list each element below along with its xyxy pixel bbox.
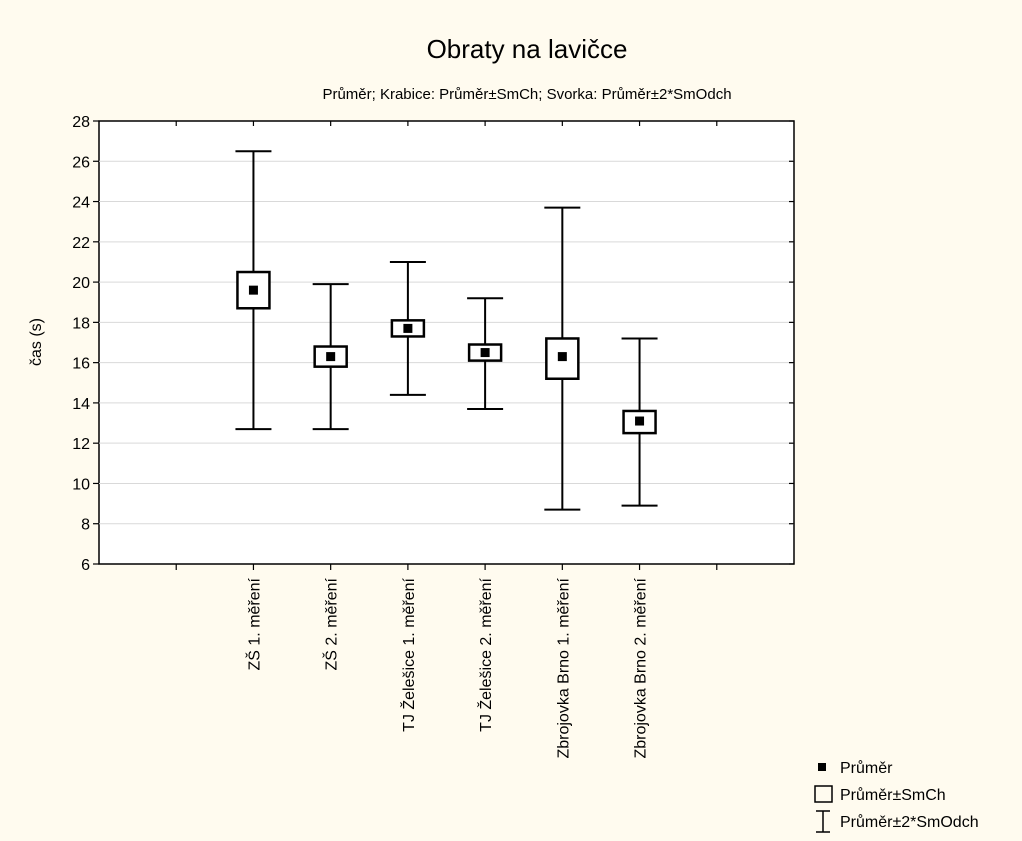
x-category-label: ZŠ 2. měření	[322, 577, 341, 670]
legend-mean-label: Průměr	[840, 759, 893, 777]
y-axis-label: čas (s)	[28, 318, 45, 366]
y-axis: 6 8 10 12 14 16 18 20 22 24 26 28	[72, 114, 794, 574]
x-category-label: TJ Želešice 2. měření	[476, 577, 495, 731]
x-axis: ZŠ 1. měření ZŠ 2. měření TJ Želešice 1. m…	[175, 121, 718, 759]
x-category-label: Zbrojovka Brno 2. měření	[633, 577, 650, 758]
y-tick-label: 22	[72, 235, 90, 252]
y-tick-label: 28	[72, 114, 90, 131]
legend-whisker-label: Průměr±2*SmOdch	[840, 813, 979, 831]
mean-marker	[480, 348, 490, 358]
mean-marker	[403, 323, 413, 333]
y-tick-label: 14	[72, 396, 90, 413]
y-tick-label: 20	[72, 275, 90, 292]
chart-title: Obraty na lavičce	[427, 34, 628, 64]
y-tick-label: 16	[72, 356, 90, 373]
y-tick-label: 8	[81, 517, 90, 534]
legend-box-label: Průměr±SmCh	[840, 786, 946, 804]
legend: Průměr Průměr±SmCh Průměr±2*SmOdch	[814, 759, 979, 833]
y-tick-label: 26	[72, 154, 90, 171]
legend-whisker-marker	[816, 810, 830, 833]
legend-box-marker	[814, 785, 833, 803]
series	[235, 150, 658, 511]
y-tick-label: 6	[81, 557, 90, 574]
y-tick-label: 24	[72, 195, 90, 212]
plot-area	[98, 120, 795, 565]
grid	[99, 160, 794, 525]
y-tick-label: 12	[72, 436, 90, 453]
chart-subtitle: Průměr; Krabice: Průměr±SmCh; Svorka: Pr…	[322, 86, 731, 103]
y-tick-label: 10	[72, 476, 90, 493]
x-category-label: ZŠ 1. měření	[244, 577, 263, 670]
mean-marker	[248, 285, 258, 295]
mean-marker	[557, 352, 567, 362]
mean-marker	[635, 416, 645, 426]
mean-marker	[326, 352, 336, 362]
x-category-label: TJ Želešice 1. měření	[399, 577, 418, 731]
x-category-label: Zbrojovka Brno 1. měření	[555, 577, 572, 758]
y-tick-label: 18	[72, 315, 90, 332]
legend-mean-marker	[818, 763, 826, 771]
